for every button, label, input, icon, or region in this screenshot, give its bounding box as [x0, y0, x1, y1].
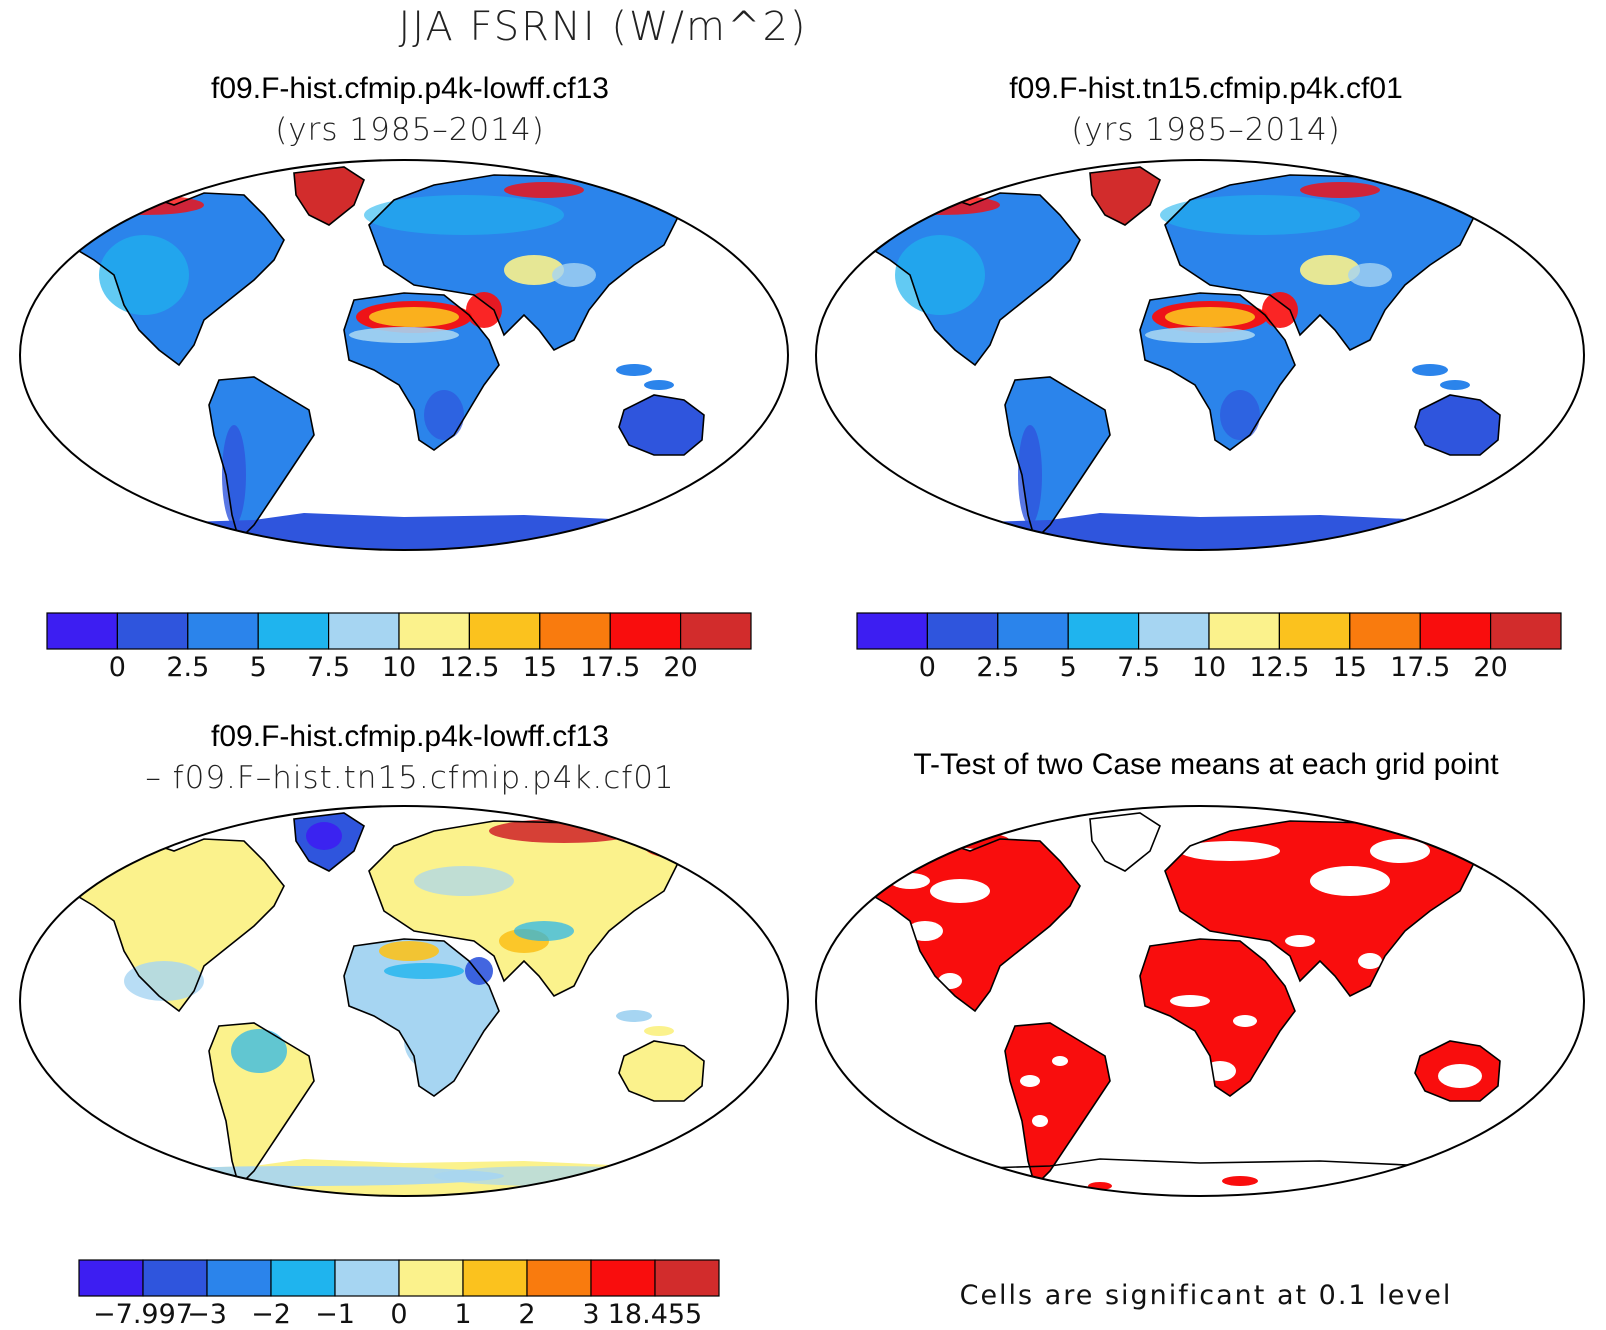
colorbar-tick-label: 3 [582, 1299, 600, 1330]
panel-subtitle-bl: – f09.F–hist.tn15.cfmip.p4k.cf01 [145, 760, 675, 796]
significance-note: Cells are significant at 0.1 level [959, 1280, 1453, 1311]
colorbar-swatch [526, 1259, 592, 1297]
colorbar-tick-label: 12.5 [439, 652, 500, 683]
colorbar-swatch [328, 612, 400, 650]
colorbar-swatch [856, 612, 929, 650]
colorbar-swatch [539, 612, 611, 650]
colorbar-tick-label: 0 [390, 1299, 408, 1330]
colorbar-bl [78, 1259, 720, 1297]
colorbar-swatch [187, 612, 259, 650]
colorbar-tick-label: −3 [187, 1299, 227, 1330]
colorbar-swatch [398, 1259, 464, 1297]
colorbar-swatch [1278, 612, 1351, 650]
colorbar-swatch [1489, 612, 1562, 650]
colorbar-tick-label: 0 [108, 652, 126, 683]
colorbar-tick-label: −7.997 [93, 1299, 193, 1330]
colorbar-tick-label: 7.5 [1117, 652, 1161, 683]
colorbar-swatch [46, 612, 119, 650]
colorbar-swatch [609, 612, 682, 650]
colorbar-swatch [78, 1259, 144, 1297]
colorbar-tick-label: 2 [518, 1299, 536, 1330]
colorbar-swatch [270, 1259, 336, 1297]
map-panel-tl [19, 159, 789, 551]
colorbar-tick-label: 1 [454, 1299, 472, 1330]
colorbar-tick-label: 5 [249, 652, 267, 683]
colorbar-tick-label: 10 [1191, 652, 1227, 683]
colorbar-tick-label: 2.5 [166, 652, 210, 683]
colorbar-tr [856, 612, 1562, 650]
panel-title-bl: f09.F-hist.cfmip.p4k-lowff.cf13 [211, 720, 609, 753]
colorbar-tick-label: −2 [251, 1299, 291, 1330]
colorbar-swatch [1419, 612, 1492, 650]
colorbar-tick-label: 7.5 [307, 652, 351, 683]
colorbar-swatch [1208, 612, 1281, 650]
colorbar-tick-label: 17.5 [1390, 652, 1451, 683]
colorbar-swatch [997, 612, 1069, 650]
colorbar-tick-label: 20 [663, 652, 698, 683]
colorbar-swatch [462, 1259, 528, 1297]
colorbar-swatch [1349, 612, 1421, 650]
colorbar-labels-tl: 0 2.5 5 7.5 10 12.5 15 17.5 20 [46, 652, 752, 686]
panel-title-tl: f09.F-hist.cfmip.p4k-lowff.cf13 [211, 72, 609, 105]
colorbar-tick-label: 2.5 [976, 652, 1020, 683]
panel-subtitle-tl: (yrs 1985–2014) [275, 112, 545, 148]
colorbar-tick-label: 5 [1059, 652, 1077, 683]
colorbar-tick-label: 0 [918, 652, 936, 683]
colorbar-swatch [679, 612, 752, 650]
colorbar-tick-label: 15 [1332, 652, 1367, 683]
colorbar-swatch [142, 1259, 208, 1297]
colorbar-tick-label: 20 [1473, 652, 1508, 683]
colorbar-swatch [334, 1259, 400, 1297]
panel-subtitle-tr: (yrs 1985–2014) [1071, 112, 1341, 148]
colorbar-swatch [1067, 612, 1140, 650]
colorbar-swatch [1138, 612, 1210, 650]
colorbar-swatch [468, 612, 541, 650]
colorbar-tick-label: 18.455 [607, 1299, 703, 1330]
colorbar-tick-label: 10 [381, 652, 417, 683]
colorbar-tick-label: 15 [522, 652, 557, 683]
colorbar-tick-label: 12.5 [1249, 652, 1310, 683]
map-panel-br [815, 805, 1585, 1197]
colorbar-tl [46, 612, 752, 650]
colorbar-swatch [257, 612, 330, 650]
panel-title-tr: f09.F-hist.tn15.cfmip.p4k.cf01 [1009, 72, 1403, 105]
colorbar-swatch [654, 1259, 720, 1297]
colorbar-swatch [206, 1259, 272, 1297]
colorbar-swatch [116, 612, 189, 650]
colorbar-swatch [398, 612, 471, 650]
map-panel-bl [19, 805, 789, 1197]
colorbar-labels-bl: −7.997 −3 −2 −1 0 1 2 3 18.455 [78, 1299, 720, 1330]
colorbar-labels-tr: 0 2.5 5 7.5 10 12.5 15 17.5 20 [856, 652, 1562, 686]
figure-title: JJA FSRNI (W/m^2) [398, 4, 808, 50]
colorbar-swatch [926, 612, 999, 650]
colorbar-tick-label: 17.5 [580, 652, 641, 683]
colorbar-swatch [590, 1259, 656, 1297]
map-panel-tr [815, 159, 1585, 551]
colorbar-tick-label: −1 [315, 1299, 355, 1330]
panel-title-br: T-Test of two Case means at each grid po… [913, 748, 1499, 781]
